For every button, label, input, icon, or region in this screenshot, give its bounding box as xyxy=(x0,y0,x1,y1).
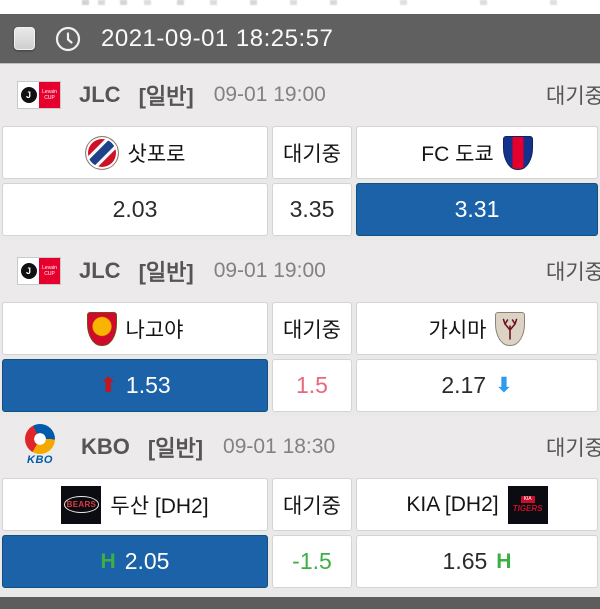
center-status-cell: 대기중 xyxy=(272,302,352,355)
match-datetime: 09-01 19:00 xyxy=(213,259,326,282)
league-name: JLC xyxy=(79,82,121,107)
odds-row: ⬆ 1.53 1.5 2.17 ⬇ xyxy=(0,359,600,412)
odds-value: 1.53 xyxy=(125,372,171,398)
team-row: 삿포로 대기중 FC 도쿄 xyxy=(0,126,600,179)
odds-button-home[interactable]: 2.03 xyxy=(2,183,268,236)
odds-button-away[interactable]: 3.31 xyxy=(356,183,598,236)
topbar: 2021-09-01 18:25:57 xyxy=(0,14,600,64)
odds-value: 2.05 xyxy=(124,548,170,574)
home-team-name: 나고야 xyxy=(125,318,184,342)
league-name: JLC xyxy=(79,258,121,283)
select-all-checkbox[interactable] xyxy=(14,27,35,50)
match-datetime: 09-01 18:30 xyxy=(223,435,336,458)
odds-value: 2.03 xyxy=(112,196,158,222)
team-row: BEARS 두산 [DH2] 대기중 KIA [DH2] KIA TIGERS xyxy=(0,478,600,531)
jleague-mark: J xyxy=(18,82,39,108)
current-timestamp: 2021-09-01 18:25:57 xyxy=(101,24,334,52)
away-team-cell: 가시마 xyxy=(356,302,598,355)
team-logo-fc-tokyo xyxy=(502,135,533,170)
odds-button-draw[interactable]: 3.35 xyxy=(272,183,352,236)
away-team-cell: FC 도쿄 xyxy=(356,126,598,179)
market-category: [일반] xyxy=(147,436,204,461)
team-logo-kia-tigers: KIA TIGERS xyxy=(507,485,548,524)
jleague-mark: J xyxy=(18,258,39,284)
levain-cup-mark: Levain CUP xyxy=(39,258,60,284)
handicap-line-value: -1.5 xyxy=(292,548,332,574)
league-name: KBO xyxy=(81,434,130,459)
doosan-ring: BEARS xyxy=(63,496,100,513)
kbo-swirl-mark xyxy=(25,424,55,454)
league-logo-jlc: J Levain CUP xyxy=(17,257,61,285)
team-row: 나고야 대기중 가시마 xyxy=(0,302,600,355)
away-team-name: KIA [DH2] xyxy=(406,492,499,516)
handicap-indicator: H xyxy=(100,550,116,573)
home-team-cell: 삿포로 xyxy=(2,126,268,179)
league-logo-kbo: KBO xyxy=(17,424,63,470)
center-status-cell: 대기중 xyxy=(272,478,352,531)
bottom-bar xyxy=(0,597,600,609)
odds-row: H 2.05 -1.5 1.65 H xyxy=(0,535,600,588)
center-status-cell: 대기중 xyxy=(272,126,352,179)
odds-value: 2.17 xyxy=(441,372,487,398)
odds-down-indicator: ⬇ xyxy=(495,374,513,397)
odds-button-home[interactable]: ⬆ 1.53 xyxy=(2,359,268,412)
match-status: 대기중 xyxy=(546,437,600,460)
home-team-name: 삿포로 xyxy=(127,142,186,166)
match-header: J Levain CUP JLC [일반] 09-01 19:00 대기중 xyxy=(0,240,600,302)
team-logo-kashima xyxy=(495,311,526,346)
odds-button-home[interactable]: H 2.05 xyxy=(2,535,268,588)
home-team-cell: 나고야 xyxy=(2,302,268,355)
odds-row: 2.03 3.35 3.31 xyxy=(0,183,600,236)
team-logo-doosan-bears: BEARS xyxy=(61,485,102,524)
team-logo-nagoya xyxy=(86,311,117,346)
statusbar-remnant xyxy=(0,0,600,14)
handicap-indicator: H xyxy=(496,550,512,573)
home-team-name: 두산 [DH2] xyxy=(110,494,209,518)
odds-up-indicator: ⬆ xyxy=(99,374,117,397)
odds-button-handicap-line[interactable]: -1.5 xyxy=(272,535,352,588)
market-category: [일반] xyxy=(138,84,194,109)
market-category: [일반] xyxy=(138,260,194,285)
match-status: 대기중 xyxy=(546,261,600,284)
odds-value: 1.5 xyxy=(296,372,328,398)
odds-button-away[interactable]: 2.17 ⬇ xyxy=(356,359,598,412)
match-header: KBO KBO [일반] 09-01 18:30 대기중 xyxy=(0,416,600,478)
odds-button-away[interactable]: 1.65 H xyxy=(356,535,598,588)
clock-icon xyxy=(55,26,81,52)
levain-cup-mark: Levain CUP xyxy=(39,82,60,108)
home-team-cell: BEARS 두산 [DH2] xyxy=(2,478,268,531)
away-team-name: 가시마 xyxy=(428,318,487,342)
match-datetime: 09-01 19:00 xyxy=(213,83,326,106)
team-logo-sapporo xyxy=(84,135,119,170)
away-team-cell: KIA [DH2] KIA TIGERS xyxy=(356,478,598,531)
away-team-name: FC 도쿄 xyxy=(421,142,494,166)
match-header: J Levain CUP JLC [일반] 09-01 19:00 대기중 xyxy=(0,64,600,126)
league-logo-jlc: J Levain CUP xyxy=(17,81,61,109)
odds-value: 3.31 xyxy=(454,196,500,222)
match-status: 대기중 xyxy=(546,85,600,108)
odds-value: 3.35 xyxy=(289,196,335,222)
odds-value: 1.65 xyxy=(442,548,488,574)
odds-button-draw[interactable]: 1.5 xyxy=(272,359,352,412)
